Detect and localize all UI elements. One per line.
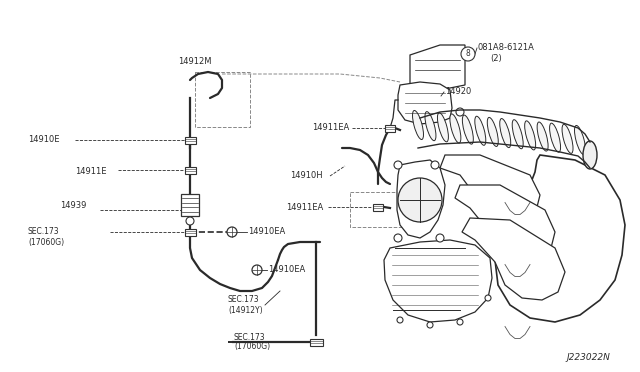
- Ellipse shape: [438, 113, 449, 142]
- Circle shape: [252, 265, 262, 275]
- Bar: [310, 339, 323, 346]
- Ellipse shape: [537, 122, 548, 151]
- Text: 14911EA: 14911EA: [312, 124, 349, 132]
- Ellipse shape: [550, 123, 561, 152]
- Bar: [373, 203, 383, 211]
- Circle shape: [436, 234, 444, 242]
- Ellipse shape: [413, 110, 424, 140]
- Ellipse shape: [487, 118, 499, 147]
- Ellipse shape: [525, 121, 536, 150]
- Text: (2): (2): [490, 54, 502, 62]
- Bar: [181, 194, 199, 216]
- Circle shape: [456, 108, 464, 116]
- Bar: [195, 72, 250, 127]
- Circle shape: [461, 47, 475, 61]
- Ellipse shape: [425, 112, 436, 141]
- Ellipse shape: [512, 120, 523, 149]
- Text: 14911E: 14911E: [75, 167, 106, 176]
- Text: SEC.173: SEC.173: [228, 295, 260, 305]
- Text: (17060G): (17060G): [28, 237, 64, 247]
- Polygon shape: [397, 160, 445, 238]
- Text: (14912Y): (14912Y): [228, 305, 262, 314]
- Ellipse shape: [462, 115, 474, 144]
- Polygon shape: [398, 82, 452, 124]
- Text: 8: 8: [466, 49, 470, 58]
- Ellipse shape: [583, 141, 597, 169]
- Circle shape: [485, 295, 491, 301]
- Bar: [184, 167, 195, 173]
- Polygon shape: [384, 240, 492, 322]
- Circle shape: [394, 234, 402, 242]
- Polygon shape: [440, 155, 540, 225]
- Bar: [184, 228, 195, 235]
- Text: 14920: 14920: [445, 87, 471, 96]
- Text: 14939: 14939: [60, 201, 86, 209]
- Circle shape: [186, 217, 194, 225]
- Circle shape: [431, 161, 439, 169]
- Bar: [385, 125, 395, 131]
- Text: 14910H: 14910H: [290, 171, 323, 180]
- Text: 14911EA: 14911EA: [286, 202, 323, 212]
- Bar: [350, 192, 410, 227]
- Ellipse shape: [450, 114, 461, 143]
- Ellipse shape: [500, 119, 511, 148]
- Text: 081A8-6121A: 081A8-6121A: [478, 44, 535, 52]
- Polygon shape: [410, 45, 465, 90]
- Circle shape: [457, 319, 463, 325]
- Text: 14910EA: 14910EA: [248, 228, 285, 237]
- Circle shape: [397, 317, 403, 323]
- Bar: [184, 137, 195, 144]
- Ellipse shape: [562, 124, 573, 153]
- Text: SEC.173: SEC.173: [234, 333, 266, 341]
- Text: 14910E: 14910E: [28, 135, 60, 144]
- Text: (17060G): (17060G): [234, 343, 270, 352]
- Circle shape: [227, 227, 237, 237]
- Circle shape: [398, 178, 442, 222]
- Circle shape: [427, 322, 433, 328]
- Ellipse shape: [475, 116, 486, 145]
- Text: 14912M: 14912M: [179, 58, 212, 67]
- Text: 14910EA: 14910EA: [268, 266, 305, 275]
- Circle shape: [394, 161, 402, 169]
- Polygon shape: [455, 185, 555, 262]
- Polygon shape: [462, 218, 565, 300]
- Polygon shape: [495, 155, 625, 322]
- Text: SEC.173: SEC.173: [28, 228, 60, 237]
- Text: J223022N: J223022N: [566, 353, 610, 362]
- Ellipse shape: [575, 125, 586, 154]
